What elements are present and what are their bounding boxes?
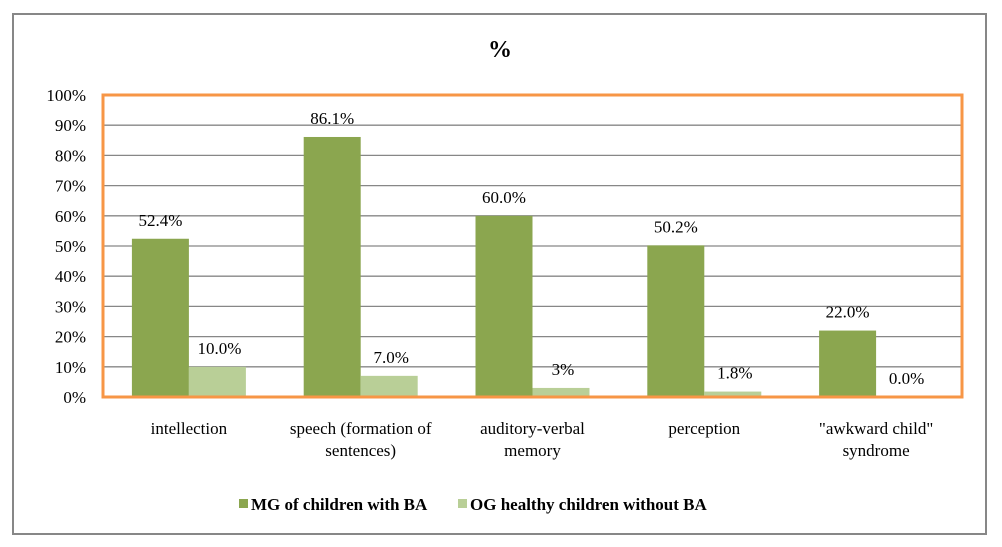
x-axis: intellection speech (formation of sentence… — [151, 419, 934, 460]
y-tick-label: 60% — [55, 207, 86, 226]
bar-mg — [475, 215, 533, 397]
bar-og — [360, 375, 418, 397]
bar-og — [188, 366, 246, 397]
bar-mg — [819, 330, 877, 397]
y-axis: 0% 10% 20% 30% 40% 50% 60% 70% 80% 90% 100% — [46, 86, 86, 407]
y-tick-label: 70% — [55, 177, 86, 196]
bar-og — [532, 387, 590, 397]
data-label: 10.0% — [197, 339, 241, 358]
legend-swatch-mg — [239, 499, 248, 508]
data-label: 7.0% — [373, 348, 408, 367]
legend-swatch-og — [458, 499, 467, 508]
data-label: 3% — [552, 360, 575, 379]
x-category-label: memory — [504, 441, 561, 460]
data-label: 0.0% — [889, 369, 924, 388]
legend-label: MG of children with BA — [251, 495, 428, 514]
y-tick-label: 50% — [55, 237, 86, 256]
y-tick-label: 30% — [55, 297, 86, 316]
bar-mg — [131, 238, 189, 397]
x-category-label: sentences) — [325, 441, 396, 460]
x-category-label: intellection — [151, 419, 228, 438]
data-label: 50.2% — [654, 217, 698, 236]
bar-og — [704, 391, 762, 397]
y-tick-label: 80% — [55, 146, 86, 165]
bars — [131, 136, 877, 397]
chart-title: % — [488, 37, 512, 63]
data-label: 60.0% — [482, 188, 526, 207]
x-category-label: "awkward child" — [819, 419, 933, 438]
legend-label: OG healthy children without BA — [470, 495, 707, 514]
bar-mg — [647, 245, 705, 397]
y-tick-label: 0% — [63, 388, 86, 407]
x-category-label: speech (formation of — [290, 419, 432, 438]
y-tick-label: 90% — [55, 116, 86, 135]
data-label: 1.8% — [717, 364, 752, 383]
data-label: 52.4% — [138, 211, 182, 230]
bar-mg — [303, 136, 361, 397]
plot-area-border — [101, 93, 964, 399]
y-tick-label: 10% — [55, 358, 86, 377]
data-labels: 52.4% 10.0% 86.1% 7.0% 60.0% 3% 50.2% 1.8% 22.0%… — [138, 109, 924, 388]
data-label: 86.1% — [310, 109, 354, 128]
y-tick-label: 100% — [46, 86, 86, 105]
legend: MG of children with BA OG healthy childre… — [239, 495, 707, 514]
data-label: 22.0% — [826, 303, 870, 322]
x-category-label: perception — [668, 419, 740, 438]
y-tick-label: 40% — [55, 267, 86, 286]
y-tick-label: 20% — [55, 328, 86, 347]
x-category-label: auditory-verbal — [480, 419, 585, 438]
x-category-label: syndrome — [843, 441, 910, 460]
